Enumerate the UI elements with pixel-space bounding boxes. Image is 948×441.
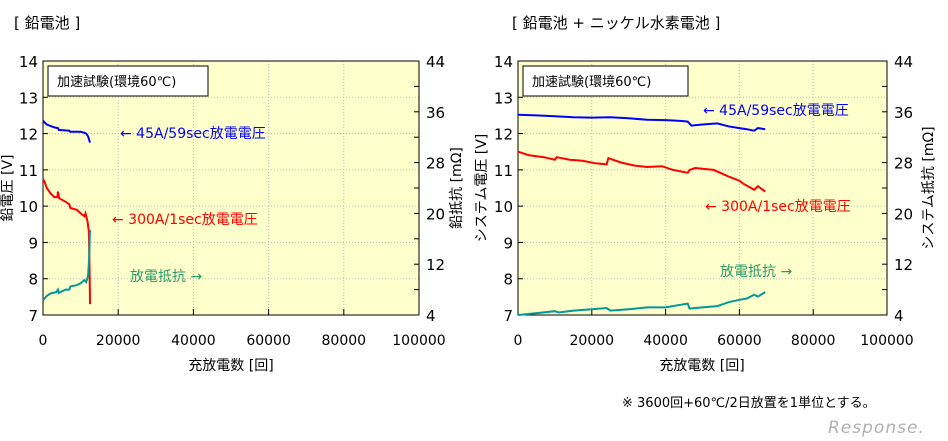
x-tick-label: 60000: [717, 333, 762, 349]
series-label-2: 放電抵抗 →: [130, 269, 202, 285]
y-axis-label: システム電圧 [V]: [474, 134, 490, 243]
plot-area: [518, 61, 887, 315]
y-tick-label: 12: [494, 126, 513, 144]
y2-tick-label: 44: [894, 53, 913, 71]
series-label-0: ← 45A/59sec放電電圧: [703, 103, 849, 119]
y-tick-label: 8: [503, 271, 513, 289]
series-label-0: ← 45A/59sec放電電圧: [120, 126, 266, 142]
y-tick-label: 13: [494, 89, 513, 107]
y2-tick-label: 28: [426, 155, 445, 173]
y2-tick-label: 12: [426, 256, 445, 274]
y2-tick-label: 28: [894, 155, 913, 173]
condition-label: 加速試験(環境60℃): [57, 74, 176, 90]
y2-tick-label: 36: [894, 104, 913, 122]
x-tick-label: 60000: [246, 333, 291, 349]
x-tick-label: 80000: [791, 333, 836, 349]
condition-box: [47, 65, 209, 97]
x-axis-label: 充放電数 [回]: [659, 358, 744, 374]
x-tick-label: 40000: [171, 333, 216, 349]
x-tick-label: 20000: [96, 333, 141, 349]
y-axis-label: 鉛電圧 [V]: [0, 155, 16, 222]
y2-tick-label: 4: [426, 307, 436, 325]
y2-axis-label: 鉛抵抗 [mΩ]: [449, 147, 465, 229]
y2-tick-label: 20: [894, 205, 913, 223]
y2-tick-label: 20: [426, 205, 445, 223]
series-line-1: [42, 178, 91, 305]
y2-tick-label: 36: [426, 104, 445, 122]
y2-tick-label: 44: [426, 53, 445, 71]
y-tick-label: 10: [19, 198, 38, 216]
y2-axis-label: システム抵抗 [mΩ]: [921, 126, 937, 249]
y-tick-label: 14: [19, 53, 38, 71]
y-tick-label: 10: [494, 198, 513, 216]
x-axis-label: 充放電数 [回]: [188, 358, 273, 374]
y-tick-label: 13: [19, 89, 38, 107]
y-tick-label: 11: [494, 162, 513, 180]
series-label-2: 放電抵抗 →: [720, 264, 792, 280]
y-tick-label: 9: [503, 234, 513, 252]
x-tick-label: 0: [514, 333, 523, 349]
chart-1: 0 20000 40000 60000 80000 100000 7 8 9 10 11 12 13 14…: [474, 53, 937, 374]
x-tick-label: 40000: [643, 333, 688, 349]
panel-title-lead: [ 鉛電池 ]: [14, 14, 81, 32]
series-line-1: [517, 150, 766, 193]
x-tick-label: 100000: [860, 333, 913, 349]
y2-tick-label: 4: [894, 307, 904, 325]
footnote: ※ 3600回+60℃/2日放置を1単位とする。: [622, 396, 876, 411]
y-tick-label: 7: [28, 307, 38, 325]
y-tick-label: 7: [503, 307, 513, 325]
watermark-logo: Response.: [828, 418, 925, 438]
series-label-1: ← 300A/1sec放電電圧: [705, 199, 851, 215]
y2-tick-label: 12: [894, 256, 913, 274]
panel-title-hybrid: [ 鉛電池 + ニッケル水素電池 ]: [512, 14, 721, 32]
x-tick-label: 0: [39, 333, 48, 349]
x-tick-label: 20000: [570, 333, 615, 349]
series-line-2: [517, 291, 766, 316]
series-label-1: ← 300A/1sec放電電圧: [112, 212, 258, 228]
chart-0: 0 20000 40000 60000 80000 100000 7 8 9 10 11 12 13 14…: [0, 53, 465, 374]
condition-label: 加速試験(環境60℃): [532, 74, 651, 90]
series-line-0: [517, 113, 766, 132]
y-tick-label: 14: [494, 53, 513, 71]
series-line-0: [42, 120, 91, 143]
y-tick-label: 12: [19, 126, 38, 144]
x-tick-label: 100000: [392, 333, 445, 349]
plot-area: [43, 61, 419, 315]
x-tick-label: 80000: [322, 333, 367, 349]
y-tick-label: 11: [19, 162, 38, 180]
y-tick-label: 8: [28, 271, 38, 289]
series-line-2: [42, 229, 91, 302]
plot-frame: [517, 60, 888, 316]
y-tick-label: 9: [28, 234, 38, 252]
condition-box: [522, 65, 689, 97]
plot-frame: [42, 60, 420, 316]
